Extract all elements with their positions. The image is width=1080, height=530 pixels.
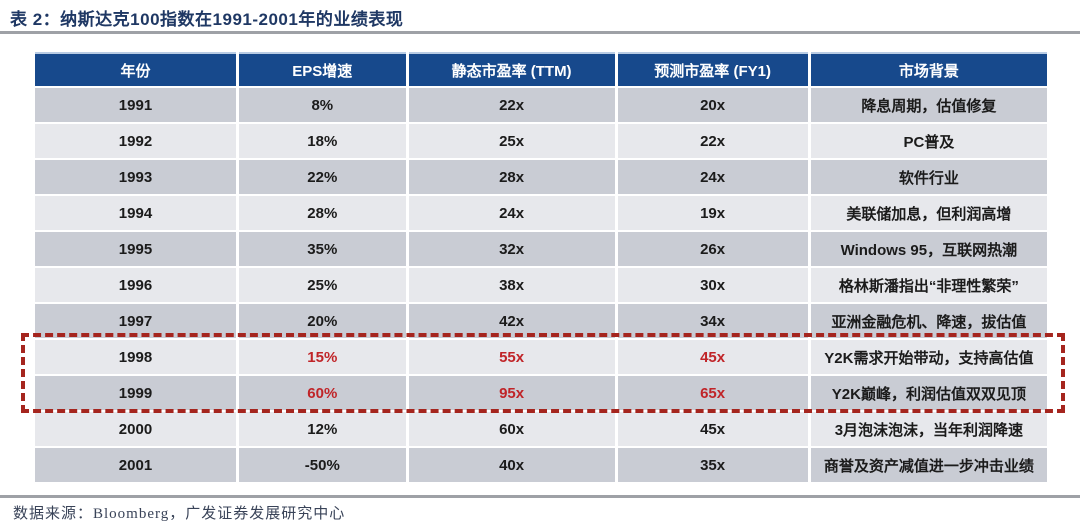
data-source: 数据来源：Bloomberg，广发证券发展研究中心	[13, 506, 346, 522]
table-cell: PC普及	[810, 124, 1047, 158]
column-header: 静态市盈率 (TTM)	[408, 52, 615, 86]
table-cell: 商誉及资产减值进一步冲击业绩	[810, 448, 1047, 482]
table-cell: 42x	[408, 304, 615, 338]
column-header: EPS增速	[238, 52, 406, 86]
table-cell: 20%	[238, 304, 406, 338]
year-cell: 1997	[35, 304, 236, 338]
table-cell: 18%	[238, 124, 406, 158]
table-cell: 55x	[408, 340, 615, 374]
table-cell: 24x	[408, 196, 615, 230]
table-cell: 28x	[408, 160, 615, 194]
year-cell: 1994	[35, 196, 236, 230]
table-cell: 35%	[238, 232, 406, 266]
table-cell: -50%	[238, 448, 406, 482]
year-cell: 2001	[35, 448, 236, 482]
table-cell: 20x	[617, 88, 808, 122]
table-cell: 35x	[617, 448, 808, 482]
table-cell: 32x	[408, 232, 615, 266]
table-cell: 34x	[617, 304, 808, 338]
table-cell: 22x	[408, 88, 615, 122]
table-cell: 30x	[617, 268, 808, 302]
year-cell: 1999	[35, 376, 236, 410]
table-cell: 95x	[408, 376, 615, 410]
performance-table: 年份 EPS增速 静态市盈率 (TTM) 预测市盈率 (FY1) 市场背景 1991 8% 2…	[35, 52, 1047, 482]
footer-separator-line	[0, 495, 1080, 498]
table-cell: 40x	[408, 448, 615, 482]
table-cell: 22%	[238, 160, 406, 194]
year-cell: 1998	[35, 340, 236, 374]
year-cell: 1996	[35, 268, 236, 302]
year-cell: 1993	[35, 160, 236, 194]
table-cell: 12%	[238, 412, 406, 446]
table-cell: 38x	[408, 268, 615, 302]
table-cell: 19x	[617, 196, 808, 230]
table-cell: 格林斯潘指出“非理性繁荣”	[810, 268, 1047, 302]
column-header: 市场背景	[810, 52, 1047, 86]
table-cell: 24x	[617, 160, 808, 194]
table-caption: 表 2：纳斯达克100指数在1991-2001年的业绩表现	[10, 10, 404, 29]
table-cell: 22x	[617, 124, 808, 158]
table-cell: 8%	[238, 88, 406, 122]
year-cell: 1995	[35, 232, 236, 266]
table-cell: 60%	[238, 376, 406, 410]
table-cell: Windows 95，互联网热潮	[810, 232, 1047, 266]
table-cell: 26x	[617, 232, 808, 266]
table-cell: Y2K巅峰，利润估值双双见顶	[810, 376, 1047, 410]
column-header: 年份	[35, 52, 236, 86]
table-cell: 亚洲金融危机、降速，拔估值	[810, 304, 1047, 338]
table-cell: 25x	[408, 124, 615, 158]
table-cell: 60x	[408, 412, 615, 446]
title-separator-line	[0, 31, 1080, 34]
table-cell: 美联储加息，但利润高增	[810, 196, 1047, 230]
table-cell: 45x	[617, 412, 808, 446]
table-cell: 28%	[238, 196, 406, 230]
table-cell: 65x	[617, 376, 808, 410]
table-cell: 25%	[238, 268, 406, 302]
table-cell: 3月泡沫泡沫，当年利润降速	[810, 412, 1047, 446]
column-header: 预测市盈率 (FY1)	[617, 52, 808, 86]
year-cell: 2000	[35, 412, 236, 446]
year-cell: 1991	[35, 88, 236, 122]
table-cell: 软件行业	[810, 160, 1047, 194]
table-cell: 45x	[617, 340, 808, 374]
table-cell: 降息周期，估值修复	[810, 88, 1047, 122]
year-cell: 1992	[35, 124, 236, 158]
table-cell: Y2K需求开始带动，支持高估值	[810, 340, 1047, 374]
table-cell: 15%	[238, 340, 406, 374]
